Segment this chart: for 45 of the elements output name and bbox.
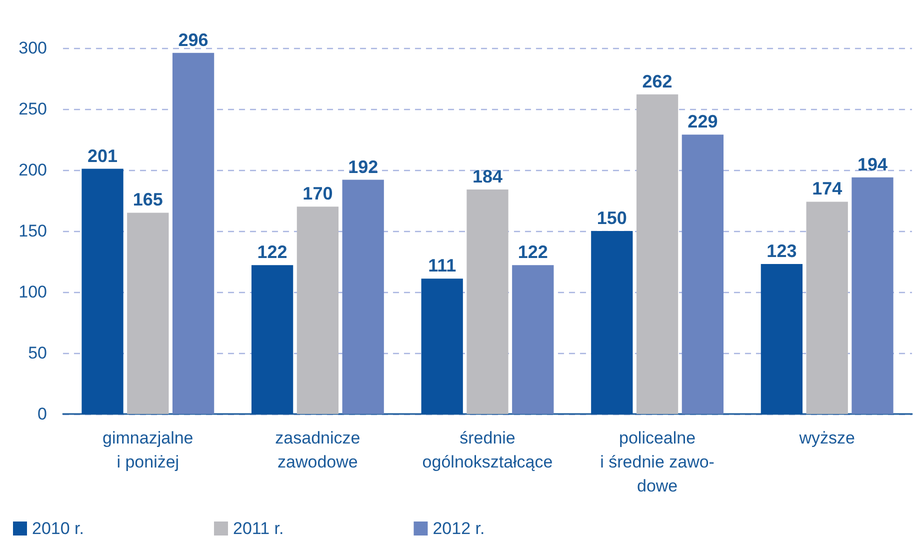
bar <box>296 206 339 414</box>
y-tick-label: 0 <box>38 404 47 424</box>
bar <box>760 264 803 414</box>
x-tick-label: gimnazjalne i poniżej <box>102 428 194 472</box>
legend-label: 2011 r. <box>232 519 284 538</box>
data-label: 122 <box>518 242 548 262</box>
x-tick-label: zasadnicze zawodowe <box>275 428 360 472</box>
bar <box>591 231 633 414</box>
y-tick-label: 150 <box>18 222 47 240</box>
data-label: 194 <box>857 154 888 174</box>
bar <box>512 265 554 414</box>
data-label: 262 <box>642 71 672 92</box>
bar <box>342 180 384 414</box>
bar <box>127 212 169 414</box>
data-label: 184 <box>472 166 503 187</box>
data-label: 192 <box>348 156 378 177</box>
y-tick-label: 300 <box>18 38 47 58</box>
x-tick-label: wyższe <box>798 428 855 448</box>
bar <box>636 94 678 414</box>
data-label: 296 <box>178 30 208 50</box>
data-label: 165 <box>132 190 163 210</box>
data-label: 170 <box>302 184 333 204</box>
legend-label: 2012 r. <box>432 519 485 538</box>
bar <box>251 265 294 414</box>
y-tick-label: 50 <box>28 344 47 362</box>
y-tick-label: 200 <box>18 160 47 180</box>
bar <box>852 177 894 414</box>
data-label: 174 <box>812 178 842 199</box>
bar <box>172 52 214 414</box>
legend-label: 2010 r. <box>32 519 84 538</box>
data-label: 201 <box>87 146 118 166</box>
data-label: 229 <box>688 112 718 132</box>
x-tick-label: policealne i średnie zawo- dowe <box>600 428 714 496</box>
data-label: 123 <box>766 240 797 261</box>
y-tick-label: 100 <box>18 282 47 302</box>
y-tick-label: 250 <box>18 100 47 118</box>
data-label: 111 <box>428 256 456 276</box>
bar <box>82 168 124 414</box>
x-tick-label: średnie ogólnokształcące <box>422 428 553 472</box>
bar <box>806 202 848 414</box>
bar <box>421 278 463 414</box>
bar <box>466 190 508 414</box>
data-label: 150 <box>596 208 627 228</box>
bar <box>682 134 724 414</box>
data-label: 122 <box>257 242 288 262</box>
